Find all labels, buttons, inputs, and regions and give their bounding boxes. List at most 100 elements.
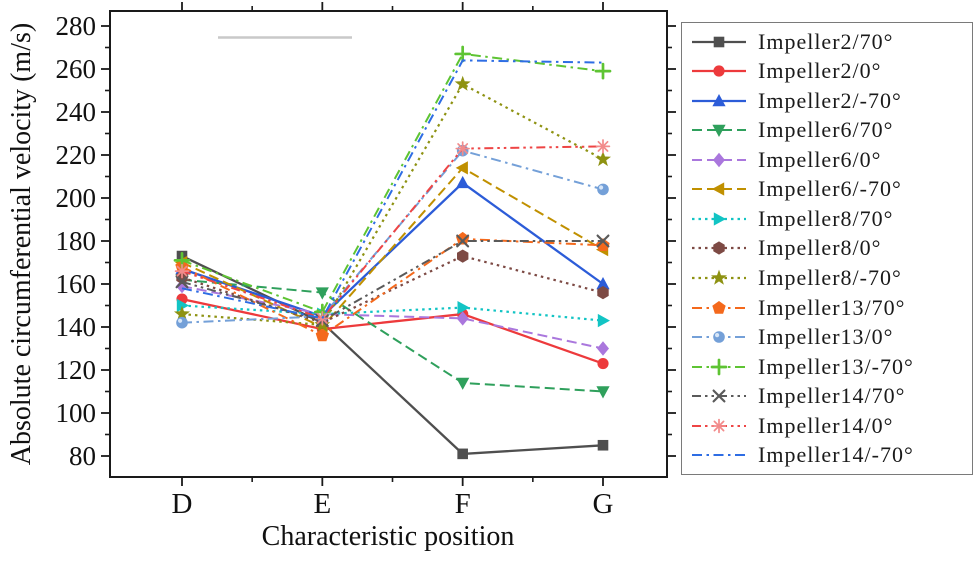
legend-line-sample-icon [692, 65, 746, 77]
series-line [181, 149, 604, 324]
data-point-triangle-down [456, 377, 470, 390]
y-axis-title: Absolute circumferential velocity (m/s) [6, 22, 37, 466]
data-point-diamond [713, 152, 725, 168]
data-point-triangle-up [456, 175, 470, 189]
data-point-circle [597, 357, 609, 370]
legend-label: Impeller14/0° [758, 412, 894, 438]
legend-line-sample-icon [692, 152, 746, 168]
legend-label: Impeller13/0° [758, 324, 894, 350]
legend-line-sample-icon [692, 300, 746, 314]
series-line [181, 240, 603, 322]
data-point-diamond [456, 311, 469, 326]
y-tick-label: 160 [56, 269, 97, 299]
legend-line-sample-icon [692, 454, 746, 457]
sphere-highlight [598, 185, 604, 190]
data-point-square [457, 448, 468, 460]
y-tick-label: 80 [69, 441, 96, 471]
y-tick-label: 260 [56, 54, 97, 84]
legend-line-sample-icon [692, 418, 746, 433]
plot-box [109, 10, 668, 478]
y-tick-label: 280 [56, 11, 97, 41]
legend-label: Impeller13/-70° [758, 353, 914, 379]
legend-label: Impeller6/0° [758, 146, 882, 172]
legend-item: Impeller8/70° [690, 205, 966, 233]
data-point-triangle-right [597, 313, 610, 328]
series-line [181, 278, 604, 393]
series-line [181, 181, 604, 318]
data-point-triangle-up [596, 277, 610, 290]
data-point-diamond [597, 341, 609, 356]
legend-item: Impeller14/70° [690, 382, 966, 410]
data-point-triangle-right [457, 301, 470, 315]
y-tick-label: 180 [56, 226, 97, 256]
legend-item: Impeller14/-70° [690, 441, 966, 469]
data-point-x [456, 234, 470, 248]
data-point-star [711, 269, 727, 285]
legend-label: Impeller2/0° [758, 58, 882, 84]
data-point-triangle-down [315, 287, 329, 300]
legend-line-sample-icon [692, 331, 746, 343]
legend-label: Impeller14/70° [758, 383, 906, 409]
series-impeller14-70- [181, 59, 604, 320]
y-tick-label: 120 [56, 355, 97, 385]
legend-item: Impeller6/70° [690, 116, 966, 144]
data-point-star [595, 150, 611, 167]
data-point-x [596, 234, 610, 248]
series-line [181, 52, 604, 314]
series-line [181, 285, 604, 350]
legend-label: Impeller2/70° [758, 28, 894, 54]
legend-item: Impeller8/0° [690, 234, 966, 262]
legend-line-sample-icon [692, 358, 746, 375]
legend-item: Impeller2/0° [690, 57, 966, 85]
series-impeller13-70- [175, 231, 610, 342]
data-point-pentagon [315, 328, 329, 342]
legend-item: Impeller13/70° [690, 294, 966, 322]
series-impeller14-70- [175, 234, 610, 328]
legend-line-sample-icon [692, 93, 746, 107]
legend-item: Impeller2/70° [690, 28, 966, 56]
legend-label: Impeller8/-70° [758, 265, 902, 291]
x-tick-label: D [172, 488, 193, 520]
data-point-triangle-left [455, 161, 468, 175]
x-tick-label: F [455, 488, 471, 520]
legend-item: Impeller6/-70° [690, 175, 966, 203]
series-impeller13-0- [176, 144, 609, 329]
series-line [181, 297, 604, 365]
legend-label: Impeller13/70° [758, 294, 906, 320]
legend-line-sample-icon [692, 269, 746, 285]
series-impeller8-70- [174, 75, 611, 332]
legend-label: Impeller6/-70° [758, 176, 902, 202]
series-impeller2-0- [176, 293, 609, 370]
legend-item: Impeller13/0° [690, 323, 966, 351]
legend: Impeller2/70° Impeller2/0° Impeller2/-70° I… [681, 22, 973, 475]
series-line [181, 59, 604, 320]
data-point-square [713, 36, 725, 48]
legend-label: Impeller2/-70° [758, 87, 902, 113]
sphere-highlight [715, 333, 720, 338]
legend-item: Impeller14/0° [690, 412, 966, 440]
y-tick-label: 240 [56, 97, 97, 127]
x-tick-label: G [593, 488, 614, 520]
data-point-triangle-down [596, 386, 610, 399]
x-tick-label: E [313, 488, 331, 520]
legend-line-sample-icon [692, 212, 746, 226]
series-impeller6-70- [175, 161, 609, 334]
legend-line-sample-icon [692, 125, 746, 138]
series-impeller2-70- [176, 250, 609, 460]
series-line [181, 237, 604, 337]
data-point-hexagon [457, 249, 469, 263]
x-axis-title: Characteristic position [261, 521, 515, 552]
series-line [181, 82, 604, 327]
legend-item: Impeller8/-70° [690, 264, 966, 292]
data-point-triangle-left [712, 182, 725, 197]
legend-item: Impeller13/-70° [690, 353, 966, 381]
data-point-asterisk [713, 420, 725, 432]
data-point-sphere [713, 331, 725, 343]
series-line [181, 254, 604, 324]
sphere-highlight [178, 318, 183, 323]
legend-line-sample-icon [692, 241, 746, 256]
data-point-triangle-right [176, 298, 189, 313]
y-tick-label: 220 [56, 140, 97, 170]
